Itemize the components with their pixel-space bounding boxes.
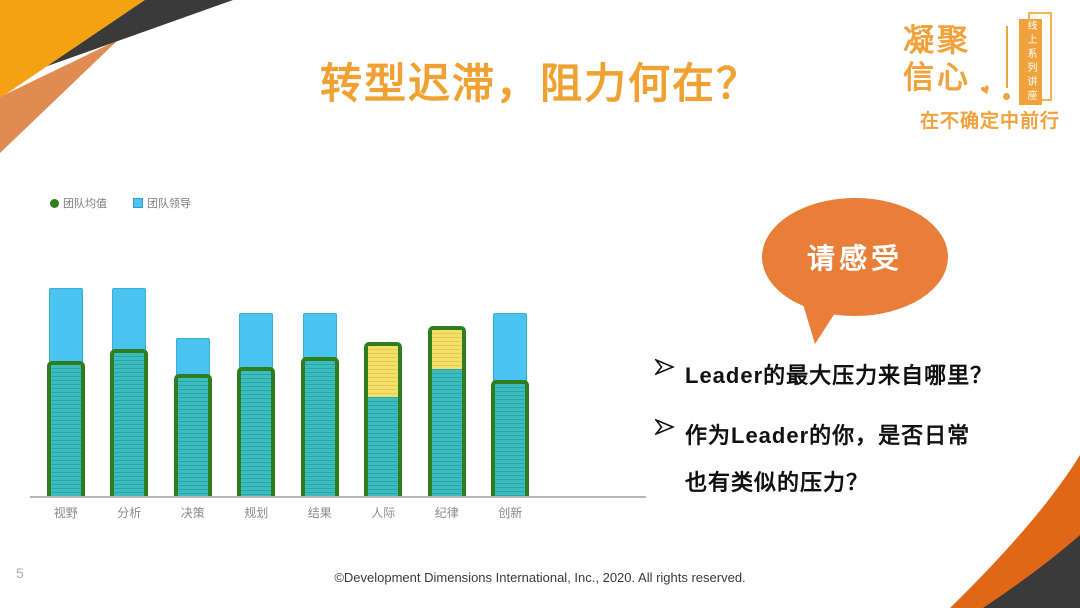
bullet-text: Leader的最大压力来自哪里？ [685, 363, 994, 388]
bar-group-分析 [98, 228, 162, 497]
legend-marker-green-circle-icon [50, 198, 59, 208]
category-label: 视野 [53, 506, 78, 520]
legend-item-team-leader: 团队领导 [133, 195, 191, 211]
corner-decoration-bottom-right [950, 455, 1080, 608]
legend-label-team-average: 团队均值 [63, 198, 107, 210]
bar-chart [34, 228, 542, 497]
category-label: 创新 [498, 506, 523, 520]
bar-team-average [237, 367, 276, 497]
bar-group-结果 [288, 228, 352, 497]
bullet-list: Leader的最大压力来自哪里？ 作为Leader的你，是否日常 也有类似的压力？ [655, 352, 1055, 519]
legend-marker-blue-square-icon [133, 198, 143, 208]
category-label: 决策 [180, 506, 205, 520]
arrow-bullet-icon [655, 358, 675, 376]
category-label: 规划 [244, 506, 269, 520]
bar-team-average [491, 379, 530, 497]
bar-team-average [173, 373, 212, 497]
legend-item-team-average: 团队均值 [50, 195, 107, 211]
bullet-item: 作为Leader的你，是否日常 也有类似的压力？ [655, 412, 1055, 506]
bar-excess-highlight [368, 346, 399, 397]
speech-bubble: 请感受 [762, 198, 948, 316]
category-label: 纪律 [434, 506, 459, 520]
bullet-item: Leader的最大压力来自哪里？ [655, 352, 1055, 399]
arrow-bullet-icon [655, 418, 675, 436]
bar-group-视野 [34, 228, 98, 497]
bar-team-average [300, 356, 339, 497]
bar-group-人际 [352, 228, 416, 497]
category-label: 分析 [117, 506, 142, 520]
bar-group-创新 [479, 228, 543, 497]
slide-title: 转型迟滞，阻力何在？ [319, 60, 760, 107]
chart-x-axis [30, 496, 646, 498]
bar-team-average [427, 325, 466, 497]
bar-excess-highlight [431, 329, 462, 370]
logo-banner: 线上系列讲座 [1019, 19, 1042, 105]
logo-wordmark: 凝聚 信心 [903, 22, 971, 96]
category-label: 结果 [307, 506, 332, 520]
bar-group-纪律 [415, 228, 479, 497]
category-label: 人际 [371, 506, 396, 520]
corner-decoration-top-left [0, 0, 233, 153]
speech-bubble-text: 请感受 [806, 243, 903, 274]
logo-divider-dot [1003, 93, 1010, 100]
logo-line2: 信心 [903, 60, 971, 95]
bar-group-规划 [225, 228, 289, 497]
bar-team-average [364, 342, 403, 497]
logo-divider-line [1006, 26, 1008, 88]
logo-tagline: 在不确定中前行 [919, 111, 1060, 132]
bar-team-average [110, 348, 149, 497]
chart-category-labels: 视野 分析 决策 规划 结果 人际 纪律 创新 [34, 504, 542, 521]
speech-bubble-tail [800, 294, 842, 344]
page-number: 5 [16, 565, 24, 581]
bar-team-average [46, 361, 85, 497]
bullet-text: 作为Leader的你，是否日常 也有类似的压力？ [685, 423, 971, 495]
logo-line1: 凝聚 [903, 23, 971, 58]
copyright-footer: ©Development Dimensions International, I… [334, 570, 746, 585]
chart-legend: 团队均值 团队领导 [50, 195, 191, 211]
logo-banner-text: 线上系列讲座 [1025, 20, 1036, 104]
legend-label-team-leader: 团队领导 [147, 198, 191, 210]
bar-group-决策 [161, 228, 225, 497]
